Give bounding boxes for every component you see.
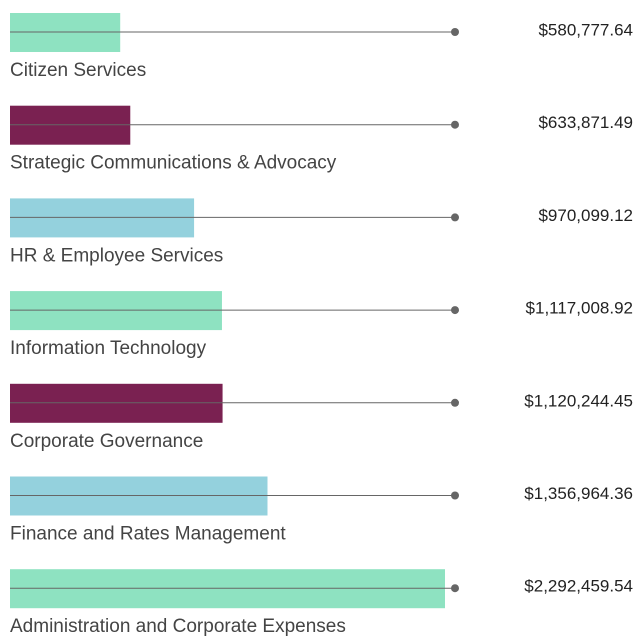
value-label: $1,356,964.36 <box>524 484 633 503</box>
category-label: Citizen Services <box>10 60 146 81</box>
value-label: $2,292,459.54 <box>524 577 633 596</box>
leader-dot <box>451 213 459 222</box>
leader-dot <box>451 491 459 500</box>
category-label: Administration and Corporate Expenses <box>10 616 346 637</box>
value-label: $1,120,244.45 <box>524 391 633 410</box>
leader-dot <box>451 584 459 593</box>
leader-dot <box>451 398 459 407</box>
category-label: Information Technology <box>10 338 207 359</box>
category-label: Finance and Rates Management <box>10 524 286 545</box>
leader-dot <box>451 120 459 129</box>
value-label: $970,099.12 <box>538 206 633 225</box>
category-label: Corporate Governance <box>10 431 203 452</box>
value-label: $580,777.64 <box>538 20 633 39</box>
leader-dot <box>451 28 459 36</box>
value-label: $633,871.49 <box>538 113 633 132</box>
category-label: Strategic Communications & Advocacy <box>10 153 337 174</box>
category-label: HR & Employee Services <box>10 245 223 266</box>
value-label: $1,117,008.92 <box>526 299 633 318</box>
leader-dot <box>451 306 459 315</box>
